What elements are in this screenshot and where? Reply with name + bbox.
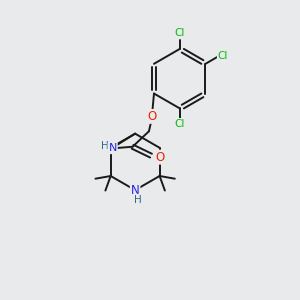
Text: N: N [109,143,117,153]
Text: Cl: Cl [175,28,185,38]
Text: H: H [101,141,109,151]
Text: N: N [131,184,140,196]
Text: O: O [155,151,165,164]
Text: Cl: Cl [218,51,228,61]
Text: Cl: Cl [175,119,185,129]
Text: H: H [134,195,141,205]
Text: O: O [148,110,157,123]
